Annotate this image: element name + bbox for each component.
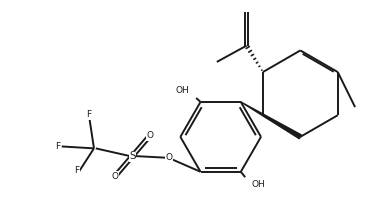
Text: O: O bbox=[146, 131, 153, 140]
Text: F: F bbox=[74, 166, 79, 175]
Text: OH: OH bbox=[252, 180, 265, 189]
Text: O: O bbox=[112, 172, 119, 181]
Text: F: F bbox=[87, 110, 92, 119]
Text: OH: OH bbox=[176, 86, 190, 95]
Text: F: F bbox=[56, 142, 60, 151]
Text: O: O bbox=[165, 153, 172, 162]
Polygon shape bbox=[241, 102, 301, 139]
Text: S: S bbox=[129, 151, 136, 161]
